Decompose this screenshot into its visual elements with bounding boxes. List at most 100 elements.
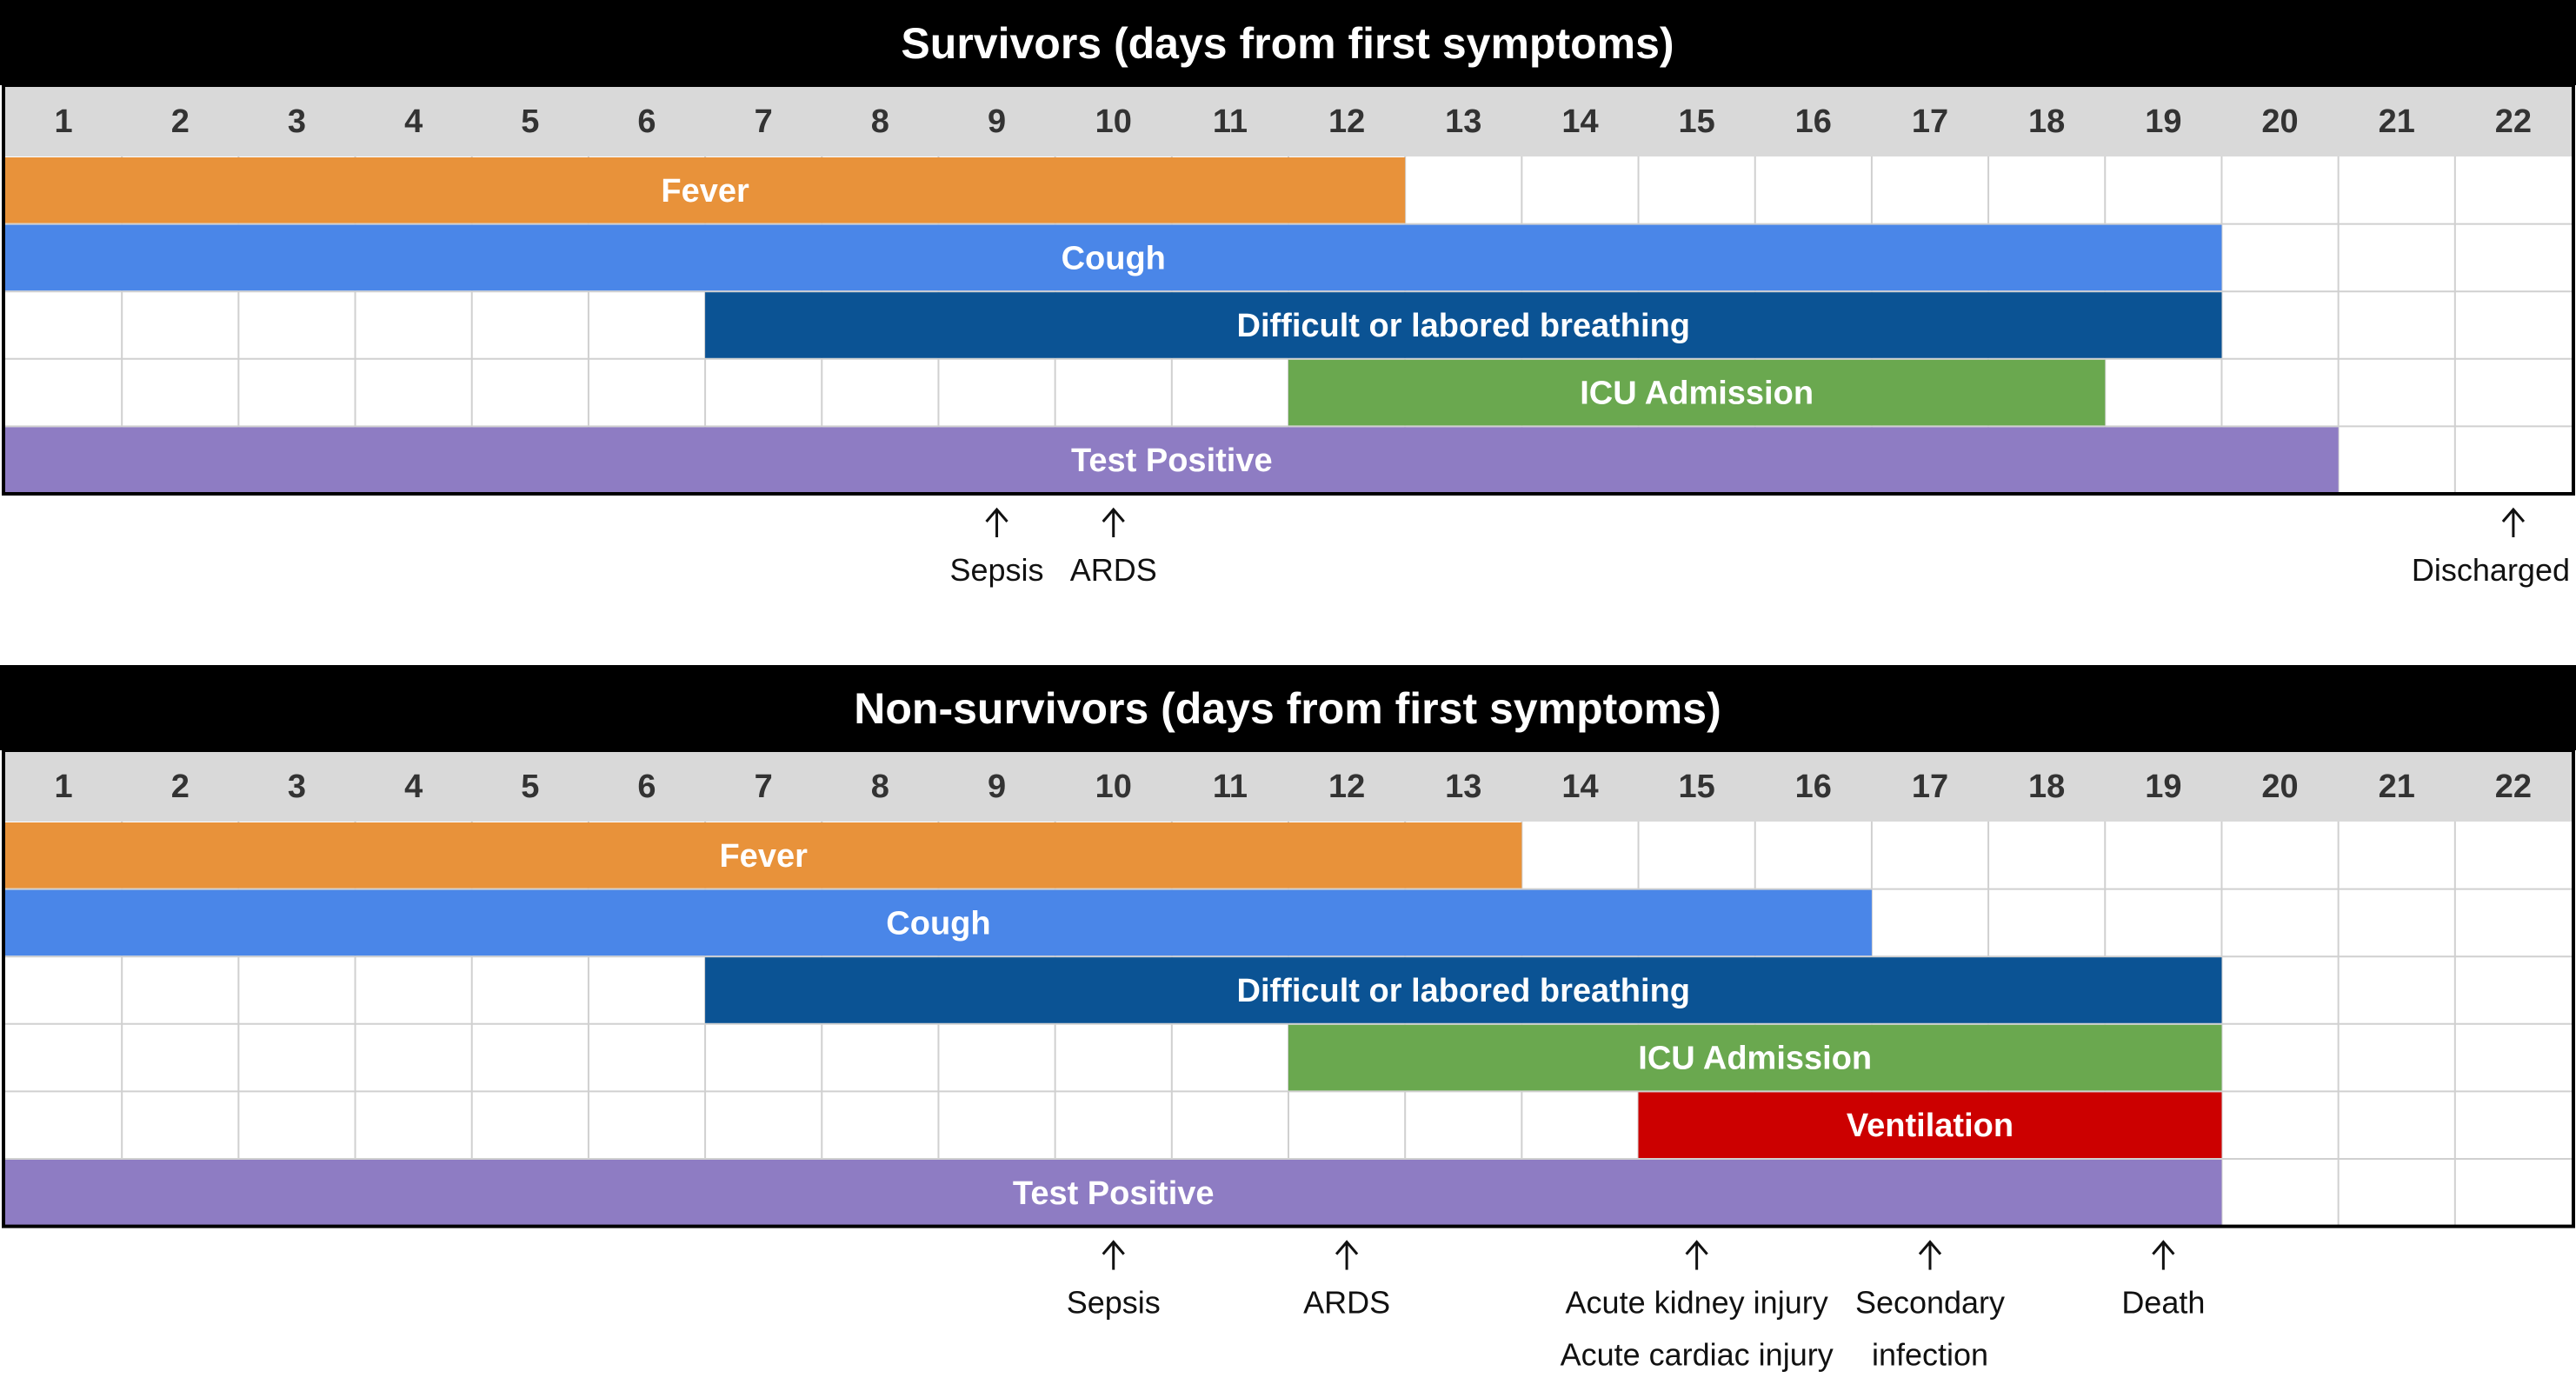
day-header-row <box>5 85 2572 156</box>
event-marker: Acute kidney injury Acute cardiac injury <box>1561 1240 1834 1373</box>
day-tick-label: 22 <box>2495 103 2532 140</box>
day-tick-label: 9 <box>988 103 1006 140</box>
day-tick-label: 2 <box>171 103 190 140</box>
day-tick-label: 13 <box>1445 103 1481 140</box>
event-marker: Secondary infection <box>1855 1240 2005 1373</box>
event-marker: Sepsis <box>950 507 1044 588</box>
day-tick-label: 6 <box>637 103 656 140</box>
event-label: Acute cardiac injury <box>1561 1337 1834 1373</box>
event-label: Discharged <box>2412 552 2570 588</box>
chart-border <box>2 749 2575 1228</box>
event-label: Death <box>2121 1285 2205 1321</box>
day-tick-label: 19 <box>2145 103 2181 140</box>
arrowhead-icon <box>1102 507 1125 522</box>
bar-label: Cough <box>886 905 990 942</box>
arrowhead-icon <box>1335 1240 1359 1255</box>
timeline-chart-2: Non-survivors (days from first symptoms)… <box>0 665 2576 1373</box>
day-tick-label: 15 <box>1678 769 1714 805</box>
event-label: ARDS <box>1070 552 1157 588</box>
bar-label: Difficult or labored breathing <box>1237 308 1690 344</box>
day-tick-label: 16 <box>1795 103 1832 140</box>
bar-label: ICU Admission <box>1580 376 1814 412</box>
event-marker: Discharged <box>2412 507 2570 588</box>
arrowhead-icon <box>2152 1240 2175 1255</box>
day-tick-label: 14 <box>1561 103 1598 140</box>
event-label: ARDS <box>1303 1285 1390 1321</box>
day-tick-label: 21 <box>2379 103 2415 140</box>
bar-label: Test Positive <box>1071 443 1273 479</box>
chart-title: Non-survivors (days from first symptoms) <box>854 684 1721 733</box>
event-marker: Death <box>2121 1240 2205 1321</box>
event-marker: ARDS <box>1303 1240 1390 1321</box>
bar-cough <box>5 224 2222 291</box>
day-tick-label: 10 <box>1095 769 1132 805</box>
day-tick-label: 8 <box>871 103 889 140</box>
day-tick-label: 5 <box>521 103 539 140</box>
bar-label: ICU Admission <box>1638 1041 1872 1077</box>
day-tick-label: 19 <box>2145 769 2181 805</box>
event-label: infection <box>1872 1337 1988 1373</box>
arrowhead-icon <box>985 507 1008 522</box>
arrowhead-icon <box>2501 507 2526 522</box>
day-tick-label: 22 <box>2495 769 2532 805</box>
bar-label: Cough <box>1062 240 1166 276</box>
day-tick-label: 9 <box>988 769 1006 805</box>
day-tick-label: 2 <box>171 769 190 805</box>
day-tick-label: 11 <box>1213 769 1248 805</box>
bar-label: Fever <box>719 838 808 875</box>
bar-test-positive <box>5 1160 2222 1226</box>
arrowhead-icon <box>1918 1240 1942 1255</box>
bar-label: Fever <box>661 173 749 210</box>
day-tick-label: 11 <box>1213 103 1248 140</box>
day-tick-label: 12 <box>1328 103 1365 140</box>
day-tick-label: 8 <box>871 769 889 805</box>
bar-difficult-or-labored-breathing <box>705 957 2222 1023</box>
chart-title: Survivors (days from first symptoms) <box>901 19 1674 68</box>
bar-icu-admission <box>1288 1024 2222 1091</box>
day-tick-label: 12 <box>1328 769 1365 805</box>
chart-title-bar <box>0 665 2576 750</box>
bar-label: Ventilation <box>1847 1108 2014 1144</box>
event-label: Acute kidney injury <box>1566 1285 1828 1321</box>
bar-ventilation <box>1638 1092 2222 1158</box>
timeline-chart-1: Survivors (days from first symptoms)1 2 3 4… <box>0 0 2576 588</box>
event-label: Sepsis <box>950 552 1044 588</box>
day-tick-label: 1 <box>55 103 73 140</box>
day-tick-label: 20 <box>2261 769 2298 805</box>
bar-difficult-or-labored-breathing <box>705 292 2222 358</box>
day-tick-label: 10 <box>1095 103 1132 140</box>
event-label: Sepsis <box>1067 1285 1161 1321</box>
day-tick-label: 6 <box>637 769 656 805</box>
event-label: Secondary <box>1855 1285 2005 1321</box>
bar-label: Difficult or labored breathing <box>1237 973 1690 1009</box>
event-marker: Sepsis <box>1067 1240 1161 1321</box>
day-tick-label: 4 <box>404 103 423 140</box>
bar-test-positive <box>5 427 2339 493</box>
bar-cough <box>5 889 1872 956</box>
day-tick-label: 16 <box>1795 769 1832 805</box>
day-tick-label: 17 <box>1912 103 1948 140</box>
day-tick-label: 5 <box>521 769 539 805</box>
day-tick-label: 7 <box>755 103 773 140</box>
day-tick-label: 15 <box>1678 103 1714 140</box>
arrowhead-icon <box>1685 1240 1708 1255</box>
day-tick-label: 18 <box>2028 103 2065 140</box>
chart-title-bar <box>0 0 2576 85</box>
bar-fever <box>5 157 1406 223</box>
day-tick-label: 1 <box>55 769 73 805</box>
day-tick-label: 13 <box>1445 769 1481 805</box>
day-tick-label: 3 <box>288 769 306 805</box>
day-tick-label: 14 <box>1561 769 1598 805</box>
arrowhead-icon <box>1102 1240 1125 1255</box>
day-tick-label: 20 <box>2261 103 2298 140</box>
day-tick-label: 4 <box>404 769 423 805</box>
day-header-row <box>5 750 2572 822</box>
day-tick-label: 7 <box>755 769 773 805</box>
day-tick-label: 18 <box>2028 769 2065 805</box>
event-marker: ARDS <box>1070 507 1157 588</box>
chart-border <box>2 83 2575 496</box>
day-tick-label: 17 <box>1912 769 1948 805</box>
bar-icu-admission <box>1288 359 2106 426</box>
bar-fever <box>5 822 1522 889</box>
